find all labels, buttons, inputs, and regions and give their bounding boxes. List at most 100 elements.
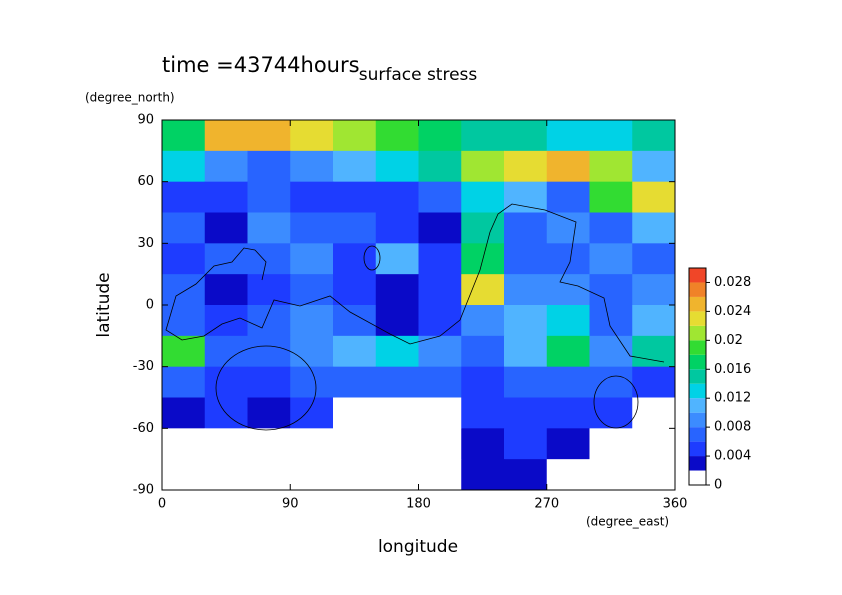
field-cell bbox=[418, 243, 462, 275]
field-cell bbox=[162, 366, 206, 398]
field-cell bbox=[546, 397, 590, 429]
field-cell bbox=[632, 397, 676, 429]
field-cell bbox=[546, 150, 590, 183]
field-cell bbox=[290, 335, 334, 368]
colorbar-segment bbox=[689, 354, 706, 370]
field-cell bbox=[546, 305, 590, 337]
chart-subtitle: time =43744hours bbox=[162, 53, 360, 77]
field-cell bbox=[375, 459, 419, 491]
field-cell bbox=[162, 243, 206, 275]
field-cell bbox=[333, 274, 377, 306]
field-cell bbox=[461, 366, 505, 398]
colorbar-tick-label: 0.028 bbox=[714, 275, 751, 290]
colorbar-segment bbox=[689, 441, 706, 457]
x-tick-label: 360 bbox=[663, 497, 688, 512]
field-cell bbox=[546, 181, 590, 213]
field-cell bbox=[632, 428, 676, 460]
coastlines bbox=[165, 203, 665, 431]
field-cell bbox=[546, 335, 590, 368]
y-tick-label: 30 bbox=[137, 236, 154, 251]
colorbar-segment bbox=[689, 311, 706, 326]
field-cell bbox=[461, 397, 505, 429]
field-cell bbox=[546, 274, 590, 306]
field-cell bbox=[504, 274, 548, 306]
field-cell bbox=[632, 305, 676, 337]
colorbar-segment bbox=[689, 340, 706, 355]
field-cell bbox=[546, 212, 590, 244]
field-cell bbox=[418, 459, 462, 491]
colorbar-tick-label: 0.004 bbox=[714, 449, 751, 464]
field-cell bbox=[333, 212, 377, 244]
field-cell bbox=[204, 274, 248, 306]
field-cell bbox=[632, 274, 676, 306]
field-cell bbox=[589, 428, 633, 460]
field-cell bbox=[375, 428, 419, 460]
field-cell bbox=[589, 212, 633, 244]
field-cell bbox=[589, 459, 633, 491]
plot-frame bbox=[161, 119, 676, 491]
field-cell bbox=[247, 397, 291, 429]
field-cell bbox=[504, 459, 548, 491]
field-cell bbox=[247, 335, 291, 368]
field-cell bbox=[375, 120, 419, 152]
field-cell bbox=[375, 335, 419, 368]
field-cell bbox=[589, 366, 633, 398]
field-cell bbox=[290, 397, 334, 429]
field-cell bbox=[418, 305, 462, 337]
chart-title: surface stress bbox=[359, 65, 478, 85]
field-cell bbox=[461, 150, 505, 183]
field-cell bbox=[290, 428, 334, 460]
field-cell bbox=[418, 366, 462, 398]
field-cell bbox=[418, 274, 462, 306]
field-cell bbox=[589, 120, 633, 152]
field-cell bbox=[461, 181, 505, 213]
colorbar-tick-label: 0 bbox=[714, 478, 722, 493]
field-cell bbox=[632, 212, 676, 244]
field-cell bbox=[589, 335, 633, 368]
field-cell bbox=[290, 243, 334, 275]
field-cell bbox=[204, 428, 248, 460]
field-cell bbox=[418, 428, 462, 460]
field-cell bbox=[632, 335, 676, 368]
colorbar-tick-label: 0.024 bbox=[714, 304, 751, 319]
colorbar-segment bbox=[689, 427, 706, 442]
field-cell bbox=[632, 366, 676, 398]
field-cell bbox=[375, 212, 419, 244]
field-cell bbox=[204, 459, 248, 491]
colorbar-segment bbox=[689, 369, 706, 384]
x-tick-label: 90 bbox=[282, 497, 299, 512]
x-tick-label: 180 bbox=[406, 497, 431, 512]
field-cell bbox=[333, 428, 377, 460]
field-cell bbox=[504, 150, 548, 183]
colorbar-segment bbox=[689, 282, 706, 297]
colorbar-tick-label: 0.016 bbox=[714, 362, 751, 377]
field-cell bbox=[333, 150, 377, 183]
field-cell bbox=[290, 181, 334, 213]
field-cell bbox=[504, 212, 548, 244]
colorbar-segment bbox=[689, 398, 706, 413]
field-cell bbox=[333, 181, 377, 213]
field-cell bbox=[333, 120, 377, 152]
coastline bbox=[254, 249, 267, 281]
y-tick-label: -30 bbox=[133, 359, 154, 374]
field-cell bbox=[204, 243, 248, 275]
field-cell bbox=[504, 335, 548, 368]
field-cell bbox=[461, 274, 505, 306]
field-cell bbox=[247, 459, 291, 491]
colorbar-segment bbox=[689, 456, 706, 471]
field-cell bbox=[418, 181, 462, 213]
colorbar-segment bbox=[689, 470, 706, 485]
y-tick-label: 0 bbox=[146, 298, 154, 313]
field-cell bbox=[247, 305, 291, 337]
field-cell bbox=[204, 150, 248, 183]
field-cell bbox=[247, 428, 291, 460]
colorbar-tick-label: 0.02 bbox=[714, 333, 743, 348]
field-cell bbox=[375, 181, 419, 213]
field-cell bbox=[546, 366, 590, 398]
field-cell bbox=[162, 150, 206, 183]
coastline bbox=[215, 345, 317, 431]
field-cell bbox=[589, 397, 633, 429]
field-cell bbox=[461, 212, 505, 244]
field-cell bbox=[632, 243, 676, 275]
